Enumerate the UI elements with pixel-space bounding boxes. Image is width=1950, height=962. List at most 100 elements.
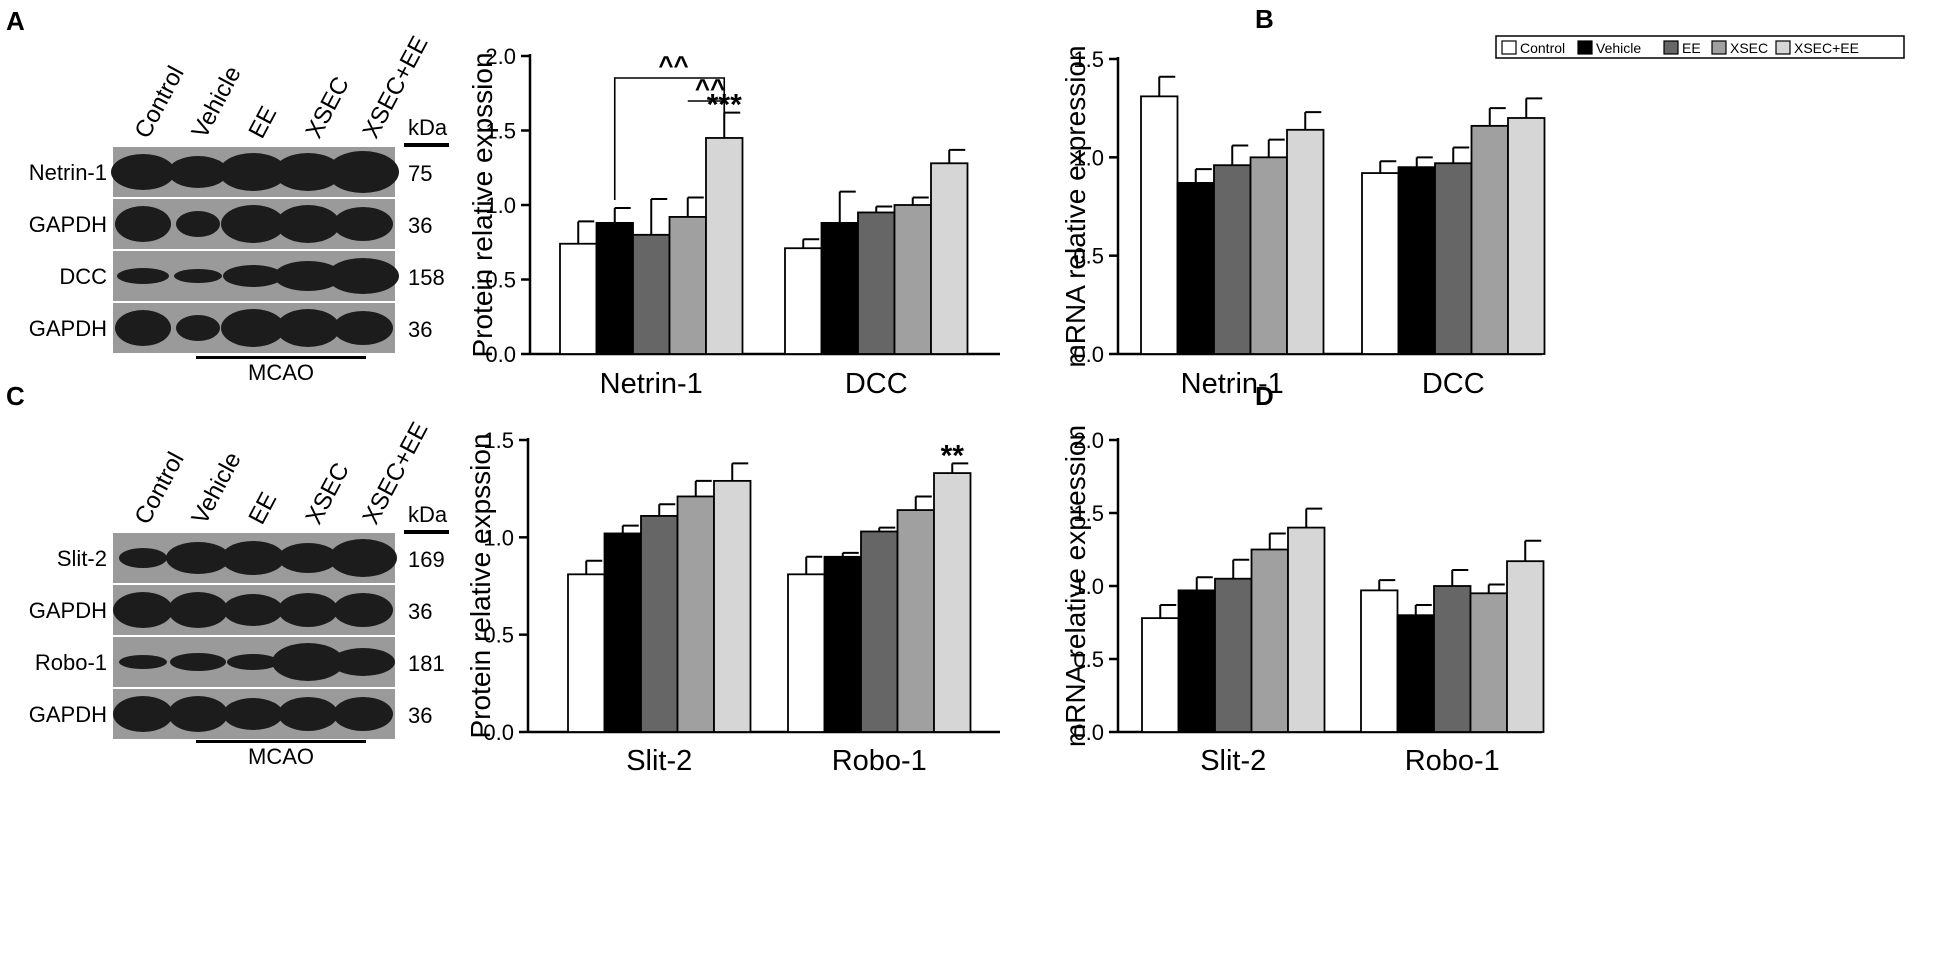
y-tick-label: 0.0	[1073, 720, 1104, 745]
x-category-label: Slit-2	[1200, 745, 1266, 777]
blot-row-label: GAPDH	[29, 702, 107, 727]
y-tick-label: 0.5	[483, 623, 514, 648]
protein-band	[221, 541, 285, 575]
bar-xsec-ee	[933, 472, 972, 733]
bar-control	[784, 247, 823, 355]
panel-label-c: C	[6, 381, 25, 411]
protein-band	[272, 643, 344, 681]
panel-label-b: B	[1255, 4, 1274, 34]
protein-band	[176, 315, 220, 341]
protein-band	[276, 309, 340, 347]
protein-band	[170, 653, 226, 671]
blot-row-label: GAPDH	[29, 598, 107, 623]
bar-control	[1140, 95, 1179, 355]
protein-band	[327, 258, 399, 294]
kda-value: 36	[408, 703, 432, 728]
x-category-label: Robo-1	[1405, 745, 1500, 777]
bar-ee	[640, 515, 679, 733]
bar-vehicle	[1396, 614, 1435, 733]
bar-xsec-ee	[930, 162, 969, 355]
legend-swatch	[1711, 40, 1727, 55]
protein-band	[174, 269, 222, 283]
bar-xsec	[893, 204, 932, 355]
y-tick-label: 1.5	[1073, 501, 1104, 526]
protein-band	[278, 593, 338, 627]
y-tick-label: 0.0	[483, 720, 514, 745]
protein-band	[168, 592, 228, 628]
bar-control	[567, 573, 606, 733]
y-axis-title: Protein relative expssion	[467, 52, 498, 357]
legend-label: EE	[1682, 40, 1701, 56]
y-tick-label: 0.5	[1073, 647, 1104, 672]
bar-xsec-ee	[1506, 560, 1545, 733]
protein-band	[113, 592, 173, 628]
legend-label: Vehicle	[1596, 40, 1641, 56]
protein-band	[111, 154, 175, 190]
y-tick-label: 1.5	[483, 428, 514, 453]
lane-label: Control	[129, 448, 189, 529]
protein-band	[274, 153, 342, 191]
mcao-label: MCAO	[248, 744, 314, 769]
bar-xsec-ee	[705, 137, 744, 355]
kda-underline	[404, 530, 449, 534]
y-tick-label: 2.0	[1073, 428, 1104, 453]
protein-band	[329, 539, 397, 577]
lane-label: EE	[243, 102, 282, 143]
y-tick-label: 1.0	[1073, 574, 1104, 599]
protein-band	[223, 698, 283, 730]
blot-row-label: GAPDH	[29, 212, 107, 237]
protein-band	[223, 594, 283, 626]
kda-underline	[404, 143, 449, 147]
lane-label: Vehicle	[186, 62, 246, 143]
blot-row-label: GAPDH	[29, 316, 107, 341]
lane-label: XSEC	[300, 72, 355, 142]
kda-value: 36	[408, 213, 432, 238]
legend-label: Control	[1520, 40, 1565, 56]
protein-band	[113, 696, 173, 732]
protein-band	[278, 543, 338, 573]
bar-xsec	[896, 509, 935, 733]
lane-label: Vehicle	[186, 448, 246, 529]
y-tick-label: 0.5	[485, 268, 516, 293]
bar-ee	[632, 233, 671, 355]
blot-row-label: DCC	[59, 264, 107, 289]
blot-row-label: Slit-2	[57, 546, 107, 571]
protein-band	[327, 151, 399, 193]
legend-swatch	[1501, 40, 1517, 55]
y-tick-label: 1.5	[485, 119, 516, 144]
bar-control	[1361, 172, 1400, 355]
legend-label: XSEC	[1730, 40, 1768, 56]
protein-band	[115, 310, 171, 346]
protein-band	[333, 311, 393, 345]
legend-box	[1495, 35, 1905, 59]
y-tick-label: 1.0	[483, 525, 514, 550]
protein-band	[166, 542, 230, 574]
x-category-label: Netrin-1	[1181, 368, 1284, 400]
bar-xsec-ee	[1287, 526, 1326, 733]
kda-value: 36	[408, 599, 432, 624]
lane-label: Control	[129, 62, 189, 143]
x-category-label: Netrin-1	[600, 368, 703, 400]
protein-band	[119, 655, 167, 669]
y-tick-label: 2.0	[485, 44, 516, 69]
lane-label: EE	[243, 488, 282, 529]
kda-header: kDa	[408, 502, 448, 527]
bar-xsec	[668, 216, 707, 355]
y-axis-title: mRNA relative expression	[1060, 45, 1091, 367]
bar-control	[787, 573, 826, 733]
protein-band	[331, 648, 395, 676]
bar-control	[1360, 589, 1399, 733]
bar-xsec	[1469, 592, 1508, 733]
legend-label: XSEC+EE	[1794, 40, 1859, 56]
bar-xsec	[676, 495, 715, 733]
blot-row-label: Netrin-1	[29, 160, 107, 185]
mcao-bar	[196, 356, 366, 359]
kda-value: 158	[408, 265, 445, 290]
legend-swatch	[1577, 40, 1593, 55]
